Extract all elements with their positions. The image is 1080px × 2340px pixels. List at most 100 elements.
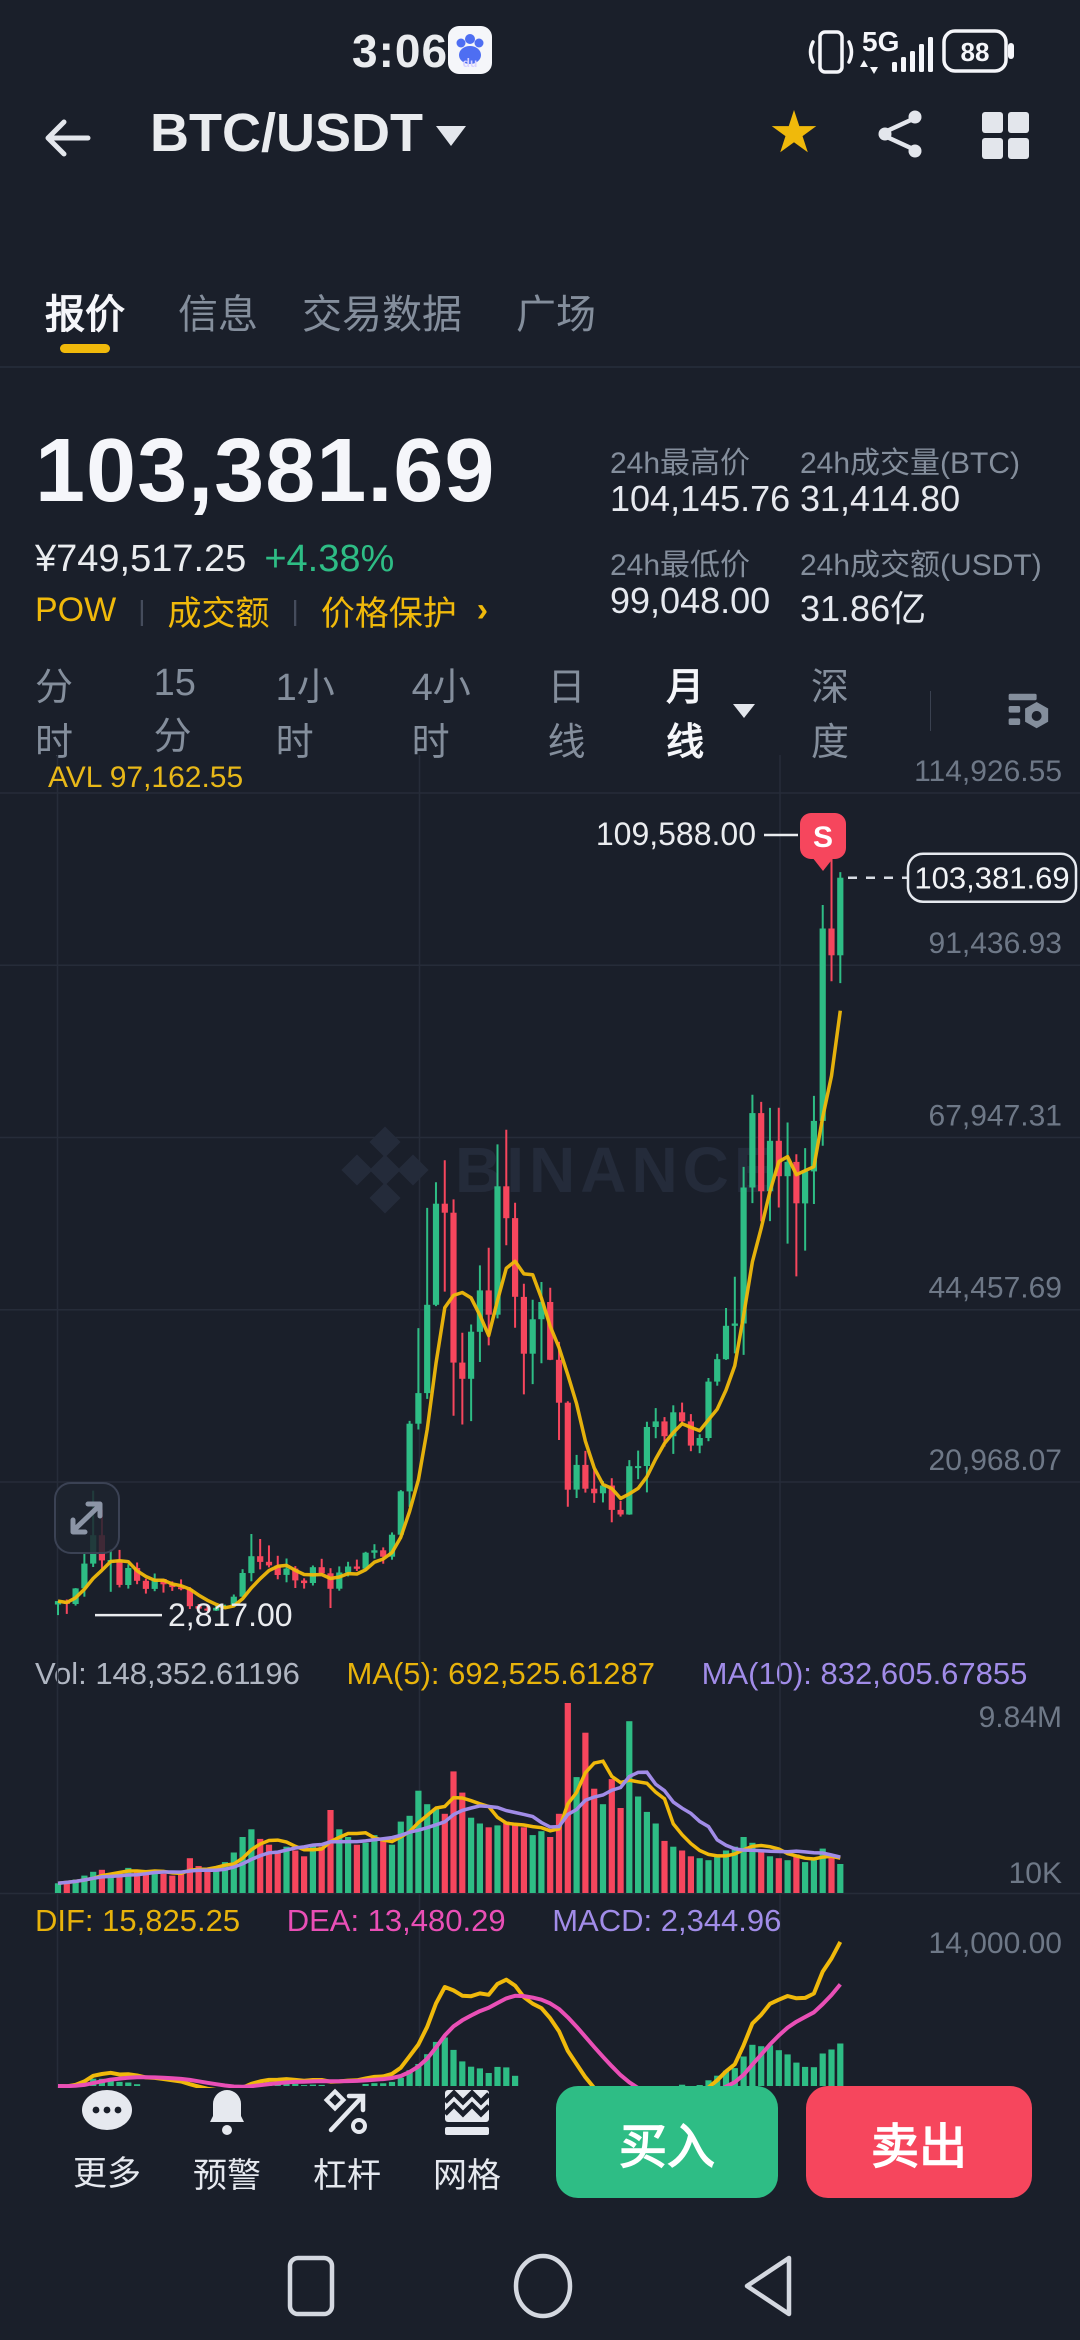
buy-button[interactable]: 买入 [556, 2086, 778, 2198]
layout-grid-icon[interactable] [980, 110, 1030, 160]
chevron-right-icon[interactable]: › [476, 591, 489, 629]
divider: | [291, 594, 299, 626]
tab-quotes[interactable]: 报价 [45, 293, 125, 337]
svg-text:103,381.69: 103,381.69 [914, 861, 1069, 896]
volume-legend: Vol: 148,352.61196 MA(5): 692,525.61287 … [35, 1656, 1065, 1692]
pair-title[interactable]: BTC/USDT [150, 103, 423, 163]
stat-low-label: 24h最低价 [610, 549, 751, 582]
macd-legend: DIF: 15,825.25 DEA: 13,480.29 MACD: 2,34… [35, 1903, 819, 1939]
avl-label: AVL 97,162.55 [48, 761, 243, 794]
fullscreen-button[interactable] [54, 1482, 120, 1554]
more-button[interactable]: 更多 [42, 2088, 172, 2195]
sell-order-marker: S [800, 813, 846, 871]
volume-ma10: MA(10): 832,605.67855 [701, 1656, 1028, 1691]
stat-volusdt-value: 31.86亿 [800, 588, 927, 629]
candlestick-chart[interactable]: 114,926.55 91,436.93 67,947.31 44,457.69 20,… [0, 755, 1080, 1660]
volume-bars [54, 1703, 844, 1893]
volume-ma5: MA(5): 692,525.61287 [346, 1656, 656, 1691]
tab-square[interactable]: 广场 [516, 293, 596, 337]
back-nav-button[interactable] [744, 2255, 792, 2317]
vibrate-icon [808, 30, 854, 74]
signal-bars-icon [892, 37, 933, 72]
volume-axis-max: 9.84M [979, 1701, 1062, 1734]
period-depth[interactable]: 深度 [811, 667, 850, 764]
macd-axis-label: 14,000.00 [929, 1927, 1062, 1960]
divider [0, 366, 1080, 368]
grid-trading-button[interactable]: 网格 [402, 2088, 532, 2197]
tag-row: POW | 成交额 | 价格保护 › [35, 586, 488, 635]
period-4h[interactable]: 4小时 [411, 667, 471, 764]
last-price: 103,381.69 [35, 421, 496, 521]
tag-price-protection[interactable]: 价格保护 [320, 595, 457, 633]
period-15m[interactable]: 15分 [153, 662, 196, 758]
stat-low-value: 99,048.00 [610, 580, 771, 621]
y-axis-label: 67,947.31 [929, 1100, 1062, 1133]
data-arrows-icon [860, 60, 878, 74]
dif-line [57, 1940, 843, 2088]
chevron-down-icon [733, 704, 756, 718]
macd-chart[interactable]: 14,000.00 [0, 1895, 1080, 2088]
leverage-button[interactable]: 杠杆 [282, 2088, 412, 2197]
y-axis-label: 114,926.55 [914, 755, 1062, 788]
stat-volusdt-label: 24h成交额(USDT) [800, 549, 1042, 582]
alert-button[interactable]: 预警 [162, 2088, 292, 2197]
period-time[interactable]: 分时 [35, 667, 74, 764]
dea-line [57, 1983, 842, 2088]
svg-text:S: S [813, 821, 833, 854]
period-bar: 分时 15分 1小时 4小时 日线 月线 深度 [0, 662, 1080, 764]
price-ma5-line [57, 1010, 843, 1610]
bell-icon [210, 2090, 244, 2135]
macd-histogram [72, 2037, 844, 2086]
macd-value: MACD: 2,344.96 [552, 1903, 782, 1938]
sell-button[interactable]: 卖出 [806, 2086, 1032, 2198]
binance-watermark: BINANCE [341, 1126, 777, 1214]
network-type-label: 5G [862, 26, 900, 57]
change-percent: +4.38% [264, 538, 395, 580]
divider: | [138, 594, 146, 626]
back-button[interactable] [40, 110, 96, 166]
tag-volume[interactable]: 成交额 [167, 595, 270, 633]
fiat-price-row: ¥749,517.25 +4.38% [35, 538, 394, 581]
favorite-star-icon[interactable]: ★ [768, 100, 820, 165]
low-price-note: 2,817.00 [168, 1597, 293, 1633]
tag-pow[interactable]: POW [35, 591, 117, 629]
leverage-icon [323, 2088, 367, 2134]
active-tab-underline [60, 344, 110, 353]
clock: 3:06 [352, 25, 449, 77]
y-axis-label: 44,457.69 [929, 1272, 1062, 1305]
volume-ma10-line [57, 1770, 841, 1886]
battery-icon: 88 [942, 29, 1014, 73]
stat-high-label: 24h最高价 [610, 447, 751, 480]
divider [929, 691, 932, 731]
period-1h[interactable]: 1小时 [275, 667, 335, 764]
period-1mo[interactable]: 月线 [666, 656, 756, 766]
android-navbar [287, 2253, 792, 2319]
recents-button[interactable] [287, 2255, 335, 2317]
high-price-note: 109,588.00 [596, 816, 756, 852]
tab-info[interactable]: 信息 [178, 293, 258, 337]
volume-value: Vol: 148,352.61196 [35, 1656, 300, 1691]
stat-volbtc-value: 31,414.80 [800, 478, 961, 519]
svg-text:du: du [463, 56, 478, 70]
grid-trading-icon [443, 2089, 491, 2135]
candles [54, 832, 844, 1616]
volume-chart[interactable]: 9.84M 10K [0, 1655, 1080, 1895]
y-axis-label: 20,968.07 [929, 1444, 1062, 1477]
current-price-label: 103,381.69 [906, 852, 1078, 903]
baidu-app-icon: du [448, 26, 492, 74]
volume-axis-min: 10K [1009, 1857, 1062, 1890]
fiat-price: ¥749,517.25 [35, 538, 247, 580]
tab-trading-data[interactable]: 交易数据 [302, 293, 462, 337]
stat-high-value: 104,145.76 [610, 478, 791, 519]
indicator-settings-icon[interactable] [1007, 686, 1050, 736]
stat-volbtc-label: 24h成交量(BTC) [800, 447, 1021, 480]
home-button[interactable] [513, 2253, 573, 2319]
battery-level: 88 [961, 37, 990, 67]
share-icon[interactable] [874, 108, 926, 160]
macd-pane[interactable]: 14,000.00 [0, 1895, 1080, 2088]
macd-dea: DEA: 13,480.29 [286, 1903, 506, 1938]
pair-dropdown-icon[interactable] [436, 126, 466, 146]
macd-dif: DIF: 15,825.25 [35, 1903, 241, 1938]
period-1d[interactable]: 日线 [547, 667, 586, 764]
ellipsis-icon [82, 2090, 132, 2130]
